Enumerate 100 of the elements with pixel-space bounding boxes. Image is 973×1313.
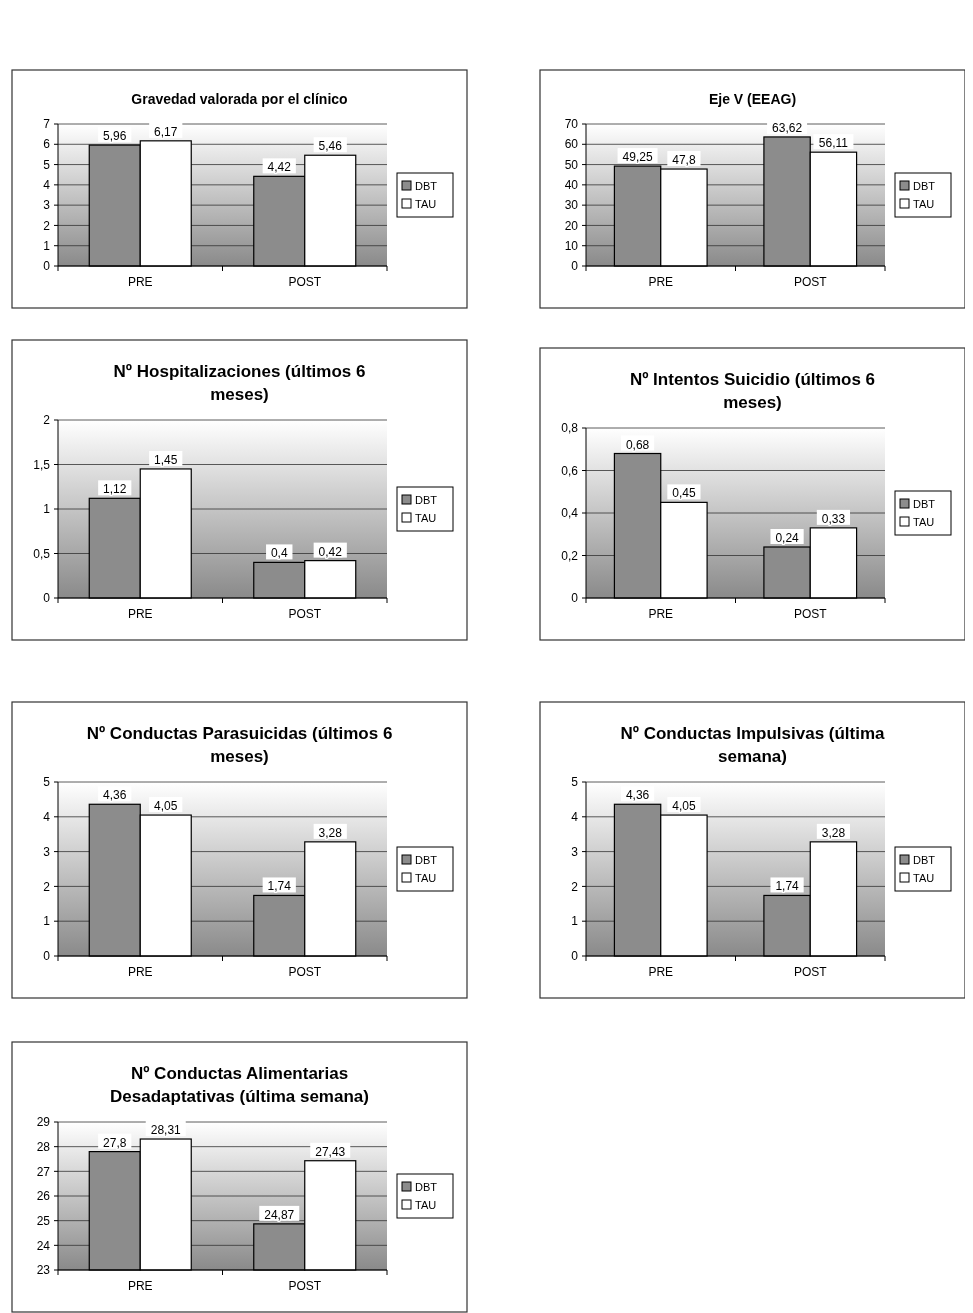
y-tick-label: 3: [43, 844, 51, 859]
legend-label: TAU: [415, 511, 437, 524]
legend-label: DBT: [415, 493, 438, 506]
x-tick-label: PRE: [127, 275, 153, 289]
data-label: 4,05: [154, 799, 178, 814]
y-tick-label: 26: [36, 1189, 51, 1204]
y-tick-label: 60: [564, 137, 579, 152]
y-tick-label: 29: [36, 1115, 51, 1130]
data-label: 0,4: [270, 546, 288, 561]
y-tick-label: 0,4: [561, 506, 579, 521]
legend-label: TAU: [913, 197, 935, 210]
legend-label: DBT: [913, 179, 936, 192]
data-label: 0,68: [625, 437, 650, 452]
chart-title: Nº Conductas Parasuicidas (últimos 6 meses): [86, 724, 393, 766]
chart-title: Nº Hospitalizaciones (últimos 6 meses): [113, 362, 366, 404]
y-tick-label: 30: [564, 198, 579, 213]
data-label: 27,8: [103, 1135, 127, 1150]
x-tick-label: POST: [793, 965, 828, 979]
y-tick-label: 0: [571, 591, 579, 606]
x-tick-label: PRE: [127, 607, 153, 621]
data-label: 1,74: [267, 879, 292, 894]
y-tick-label: 0,2: [561, 548, 579, 563]
y-tick-label: 0: [43, 949, 51, 964]
y-tick-label: 28: [36, 1139, 51, 1154]
legend-label: DBT: [415, 1180, 438, 1193]
y-tick-label: 7: [43, 117, 51, 132]
chart-title: Eje V (EEAG): [708, 91, 797, 107]
x-tick-label: POST: [288, 275, 322, 289]
chart-title: Gravedad valorada por el clínico: [131, 91, 348, 107]
data-label: 5,46: [318, 139, 343, 154]
data-label: 47,8: [672, 153, 696, 168]
legend-label: TAU: [913, 871, 935, 884]
data-label: 0,33: [821, 511, 846, 526]
y-tick-label: 3: [571, 844, 579, 859]
y-tick-label: 0,8: [561, 421, 579, 436]
y-tick-label: 24: [36, 1238, 51, 1253]
data-label: 4,36: [103, 788, 127, 803]
data-label: 0,42: [318, 544, 343, 559]
data-label: 49,25: [622, 150, 653, 165]
x-tick-label: POST: [288, 965, 322, 979]
data-label: 0,45: [672, 486, 696, 501]
y-tick-label: 4: [43, 810, 51, 824]
legend-label: TAU: [415, 197, 437, 210]
y-tick-label: 1: [43, 238, 51, 253]
legend-label: TAU: [415, 1198, 437, 1211]
data-label: 1,45: [154, 452, 178, 467]
y-tick-label: 2: [43, 879, 51, 894]
data-label: 3,28: [821, 825, 846, 840]
x-tick-label: PRE: [648, 607, 674, 621]
x-tick-label: PRE: [127, 965, 153, 979]
y-tick-label: 3: [43, 198, 51, 213]
data-label: 1,74: [775, 879, 800, 894]
y-tick-label: 25: [36, 1213, 51, 1228]
chart-title: Nº Conductas Alimentarias Desadaptativas (última semana): [110, 1064, 369, 1106]
y-tick-label: 4: [43, 178, 51, 193]
data-label: 4,05: [672, 799, 696, 814]
data-label: 24,87: [264, 1207, 295, 1222]
legend-label: DBT: [415, 853, 438, 866]
data-label: 63,62: [772, 120, 803, 135]
x-tick-label: POST: [793, 607, 828, 621]
y-tick-label: 4: [571, 810, 579, 824]
chart-title: Nº Conductas Impulsivas (última semana): [620, 724, 886, 766]
y-tick-label: 2: [43, 413, 51, 428]
legend-label: DBT: [913, 497, 936, 510]
data-label: 28,31: [150, 1123, 182, 1138]
x-tick-label: POST: [288, 1279, 322, 1293]
y-tick-label: 70: [564, 117, 579, 132]
y-tick-label: 23: [36, 1263, 51, 1278]
data-label: 0,24: [775, 531, 800, 545]
y-tick-label: 40: [564, 178, 579, 193]
data-label: 27,43: [315, 1144, 346, 1159]
x-tick-label: POST: [288, 607, 322, 621]
data-label: 6,17: [154, 124, 178, 139]
legend-label: DBT: [913, 853, 936, 866]
y-tick-label: 0,5: [33, 546, 51, 561]
legend-label: TAU: [415, 871, 437, 884]
data-label: 4,36: [625, 788, 650, 803]
data-label: 56,11: [818, 136, 849, 151]
y-tick-label: 5: [571, 775, 579, 790]
y-tick-label: 0,6: [561, 463, 579, 478]
y-tick-label: 50: [564, 157, 579, 172]
y-tick-label: 2: [43, 218, 51, 233]
data-label: 1,12: [103, 482, 127, 497]
y-tick-label: 10: [564, 238, 579, 253]
data-label: 5,96: [103, 129, 127, 144]
y-tick-label: 0: [571, 949, 579, 964]
x-tick-label: PRE: [648, 275, 674, 289]
y-tick-label: 1: [43, 914, 51, 929]
x-tick-label: PRE: [127, 1279, 153, 1293]
y-tick-label: 6: [43, 137, 51, 152]
y-tick-label: 1: [571, 914, 579, 929]
data-label: 3,28: [318, 825, 343, 840]
data-label: 4,42: [267, 160, 292, 175]
y-tick-label: 2: [571, 879, 579, 894]
y-tick-label: 0: [43, 591, 51, 606]
chart-title: Nº Intentos Suicidio (últimos 6 meses): [629, 370, 876, 412]
x-tick-label: PRE: [648, 965, 674, 979]
y-tick-label: 0: [571, 259, 579, 274]
y-tick-label: 1: [43, 502, 51, 517]
x-tick-label: POST: [793, 275, 828, 289]
